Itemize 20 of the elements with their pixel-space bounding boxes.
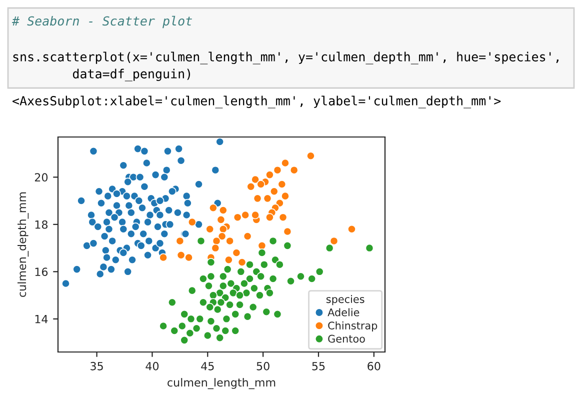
text: # Seaborn - Scatter plot bbox=[12, 16, 192, 28]
x-tick-label: 45 bbox=[201, 362, 214, 370]
x-tick-label: 55 bbox=[312, 362, 325, 370]
legend-label: Chinstrap bbox=[328, 321, 378, 332]
legend-label: Adelie bbox=[328, 308, 360, 316]
y-tick-label: 18 bbox=[35, 220, 48, 229]
legend-label: Gentoo bbox=[328, 334, 365, 343]
x-tick-label: 50 bbox=[256, 362, 270, 370]
y-tick-label: 20 bbox=[34, 173, 48, 182]
x-axis-title: culmen_length_mm bbox=[168, 378, 276, 390]
x-tick-label: 35 bbox=[90, 362, 103, 370]
y-tick-label: 14 bbox=[35, 315, 48, 324]
y-tick-label: 16 bbox=[35, 268, 48, 276]
legend-title: species bbox=[326, 295, 364, 306]
x-tick-label: 60 bbox=[368, 362, 380, 370]
text: sns.scatterplot(x='culmen_length_mm', y='culmen_depth_mm', hue='species', bbox=[13, 52, 558, 64]
text: data=df_penguin) bbox=[72, 68, 190, 82]
x-tick-label: 40 bbox=[146, 362, 159, 370]
y-axis-title: culmen_depth_mm bbox=[18, 192, 29, 297]
text: <AxesSubplot:xlabel='culmen_length_mm', ylabel='culmen_depth_mm'> bbox=[12, 96, 501, 108]
